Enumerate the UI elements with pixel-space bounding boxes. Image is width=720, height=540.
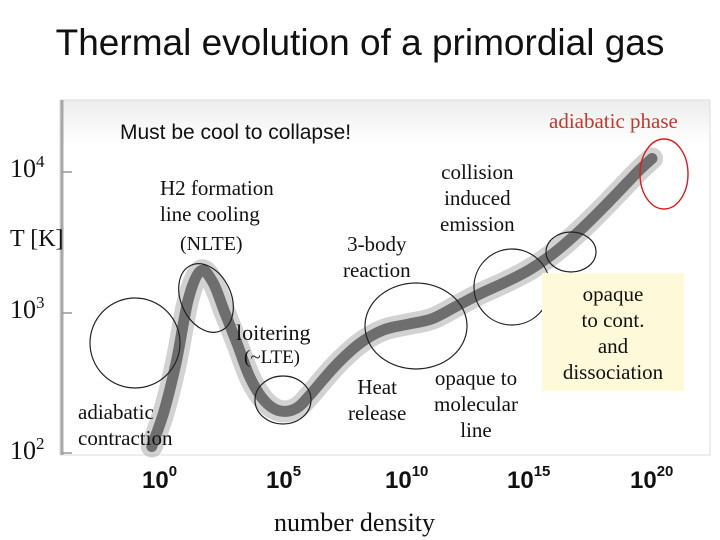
opaque-continuum-note: opaque to cont. and dissociation [542, 273, 684, 391]
page-title: Thermal evolution of a primordial gas [55, 22, 665, 63]
loitering-circle [254, 375, 312, 425]
loitering-note: loitering [236, 320, 311, 345]
h2-cooling-note: H2 formation line cooling [160, 176, 274, 226]
adiabatic-contraction-circle [89, 297, 181, 389]
y-tick-label-10e4: 104 [10, 152, 45, 183]
adiabatic-phase-circle [639, 138, 689, 210]
y-tick-label-10e3: 103 [10, 293, 45, 324]
x-tick-label-10e0: 100 [142, 463, 178, 494]
y-axis-label: T [K] [10, 226, 64, 252]
opaque-circle [545, 231, 597, 273]
y-tick-marks [62, 171, 72, 454]
three-body-circle [364, 282, 468, 370]
x-tick-label-10e20: 1020 [630, 463, 674, 494]
y-tick-label-10e2: 102 [10, 434, 45, 465]
annotation-circles [89, 138, 689, 425]
opaque-molecular-note: opaque to molecular line [434, 366, 518, 442]
lte-note: (~LTE) [244, 347, 301, 368]
adiabatic-phase-note: adiabatic phase [549, 109, 678, 133]
x-tick-label-10e15: 1015 [507, 463, 551, 494]
three-body-note: 3-body reaction [343, 232, 411, 282]
x-axis-label: number density [274, 508, 436, 537]
nlte-note: (NLTE) [180, 233, 243, 255]
adiabatic-contraction-note: adiabatic contraction [78, 400, 173, 450]
heat-release-note: Heat release [348, 375, 407, 425]
x-tick-label-10e10: 1010 [385, 463, 429, 494]
must-cool-note: Must be cool to collapse! [120, 121, 352, 144]
x-tick-label-10e5: 105 [266, 463, 302, 494]
temperature-track [140, 147, 663, 458]
cie-note: collision induced emission [440, 160, 515, 236]
h2-cooling-circle [178, 263, 234, 333]
track-line [146, 153, 658, 452]
